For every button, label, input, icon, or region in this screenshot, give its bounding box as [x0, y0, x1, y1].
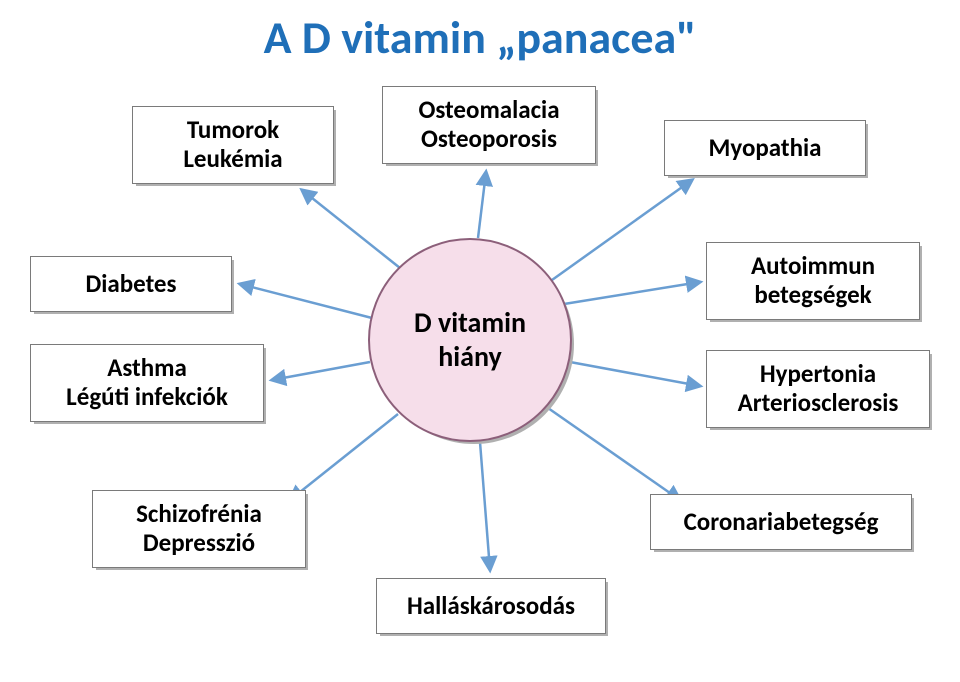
- box-autoimmun: Autoimmun betegségek: [706, 242, 920, 320]
- diagram-stage: A D vitamin „panacea" D vitamin hiány Tu…: [0, 0, 960, 682]
- box-asthma: Asthma Légúti infekciók: [30, 344, 264, 422]
- box-label: Myopathia: [709, 132, 822, 163]
- box-label: Tumorok: [187, 114, 279, 145]
- box-label: Autoimmun: [751, 250, 875, 281]
- box-label: Halláskárosodás: [407, 590, 575, 621]
- box-osteo: Osteomalacia Osteoporosis: [382, 86, 596, 164]
- box-hallas: Halláskárosodás: [376, 578, 606, 634]
- box-label: Arteriosclerosis: [738, 387, 899, 418]
- box-label: Depresszió: [143, 527, 255, 558]
- box-label: Diabetes: [86, 268, 177, 299]
- box-myopathia: Myopathia: [664, 120, 866, 176]
- center-label-line2: hiány: [438, 339, 502, 374]
- box-label: Leukémia: [183, 143, 282, 174]
- box-label: Osteoporosis: [421, 123, 557, 154]
- center-node: D vitamin hiány: [368, 238, 572, 442]
- box-hypertonia: Hypertonia Arteriosclerosis: [706, 350, 930, 428]
- box-label: Schizofrénia: [136, 498, 262, 529]
- box-label: Hypertonia: [760, 358, 876, 389]
- box-label: Asthma: [107, 352, 187, 383]
- box-schizo: Schizofrénia Depresszió: [92, 490, 306, 568]
- box-coronaria: Coronariabetegség: [650, 494, 912, 550]
- box-label: Légúti infekciók: [66, 381, 228, 412]
- box-label: Osteomalacia: [418, 94, 559, 125]
- box-label: betegségek: [754, 279, 871, 310]
- box-tumorok: Tumorok Leukémia: [132, 106, 334, 184]
- box-diabetes: Diabetes: [30, 256, 232, 312]
- center-label-line1: D vitamin: [414, 305, 526, 340]
- center-label: D vitamin hiány: [414, 306, 526, 373]
- diagram-title: A D vitamin „panacea": [0, 10, 960, 66]
- box-label: Coronariabetegség: [684, 506, 879, 537]
